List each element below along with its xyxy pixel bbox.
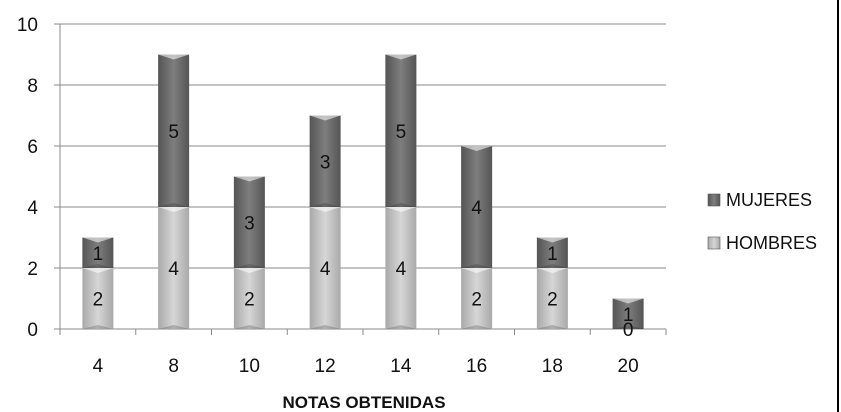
y-tick-label: 6 [27,137,38,158]
bar-segment-hombres [309,207,341,329]
bar-segment-hombres [385,207,417,329]
data-label-mujeres: 1 [547,244,558,265]
bar-segment-hombres [536,268,568,329]
bar-bevel-bottom [309,203,341,207]
data-label-hombres: 0 [623,320,634,341]
bar-bevel-bottom [461,264,493,268]
data-label-hombres: 4 [320,259,331,280]
legend-swatch-mujeres [707,193,721,207]
data-label-mujeres: 5 [396,122,407,143]
bar-bevel-bottom [385,325,417,329]
bar-segment-mujeres [158,54,190,207]
bar-bevel-bottom [82,325,114,329]
bar-bevel-bottom [385,203,417,207]
bar-bevel-top [82,237,114,243]
data-label-mujeres: 3 [320,152,331,173]
bar-segment-mujeres [385,54,417,207]
x-axis-title: NOTAS OBTENIDAS [282,393,445,412]
y-tick-label: 4 [27,198,38,219]
bar-bevel-bottom [612,325,644,329]
data-label-hombres: 4 [396,259,407,280]
legend-swatch-hombres [707,236,721,250]
data-label-hombres: 2 [244,290,255,311]
bars [82,54,644,329]
bar-segment-mujeres [309,115,341,207]
x-tick-label: 20 [618,356,639,377]
bar-bevel-top [309,207,341,212]
bar-bevel-bottom [82,264,114,268]
data-label-mujeres: 1 [623,305,634,326]
data-label-hombres: 2 [471,290,482,311]
bar-segment-mujeres [461,146,493,268]
legend-label-hombres: HOMBRES [726,233,817,253]
x-tick-label: 16 [466,356,487,377]
bar-segment-mujeres [82,237,114,268]
bar-bevel-top [385,207,417,212]
bar-bevel-bottom [309,325,341,329]
bar-segment-hombres [158,207,190,329]
bar-segment-hombres [461,268,493,329]
bar-bevel-top [309,115,341,121]
bar-bevel-bottom [536,264,568,268]
bar-segment-hombres [82,268,114,329]
x-tick-label: 12 [315,356,336,377]
bar-bevel-top [612,298,644,304]
bar-bevel-top [461,268,493,273]
bar-bevel-top [158,54,190,60]
data-label-mujeres: 4 [471,198,482,219]
x-tick-label: 10 [239,356,260,377]
bar-bevel-bottom [536,325,568,329]
bar-bevel-top [233,268,265,273]
y-tick-label: 2 [27,259,38,280]
legend: MUJERES HOMBRES [707,190,817,253]
x-tick-label: 4 [93,356,104,377]
bar-segment-mujeres [233,176,265,268]
bar-bevel-top [158,207,190,212]
x-tick-label: 18 [542,356,563,377]
x-tick-label: 8 [168,356,179,377]
bar-segment-mujeres [612,298,644,329]
bar-bevel-top [233,176,265,182]
y-tick-label: 0 [27,320,38,341]
bar-bevel-top [82,268,114,273]
data-label-mujeres: 5 [168,122,179,143]
bar-bevel-bottom [158,325,190,329]
bar-bevel-bottom [461,325,493,329]
data-label-mujeres: 1 [93,244,104,265]
bar-bevel-bottom [233,264,265,268]
bar-bevel-bottom [158,203,190,207]
bar-bevel-top [385,54,417,60]
bar-segment-mujeres [536,237,568,268]
bar-bevel-top [536,268,568,273]
bar-bevel-top [536,237,568,243]
y-tick-label: 10 [17,15,38,36]
x-tick-label: 14 [390,356,412,377]
bar-segment-hombres [233,268,265,329]
gridlines [60,23,666,269]
legend-label-mujeres: MUJERES [726,190,812,210]
data-label-hombres: 4 [168,259,179,280]
data-label-mujeres: 3 [244,213,255,234]
data-label-hombres: 2 [93,290,104,311]
bar-bevel-top [461,146,493,151]
bar-bevel-bottom [233,325,265,329]
data-label-hombres: 2 [547,290,558,311]
y-tick-label: 8 [27,76,38,97]
